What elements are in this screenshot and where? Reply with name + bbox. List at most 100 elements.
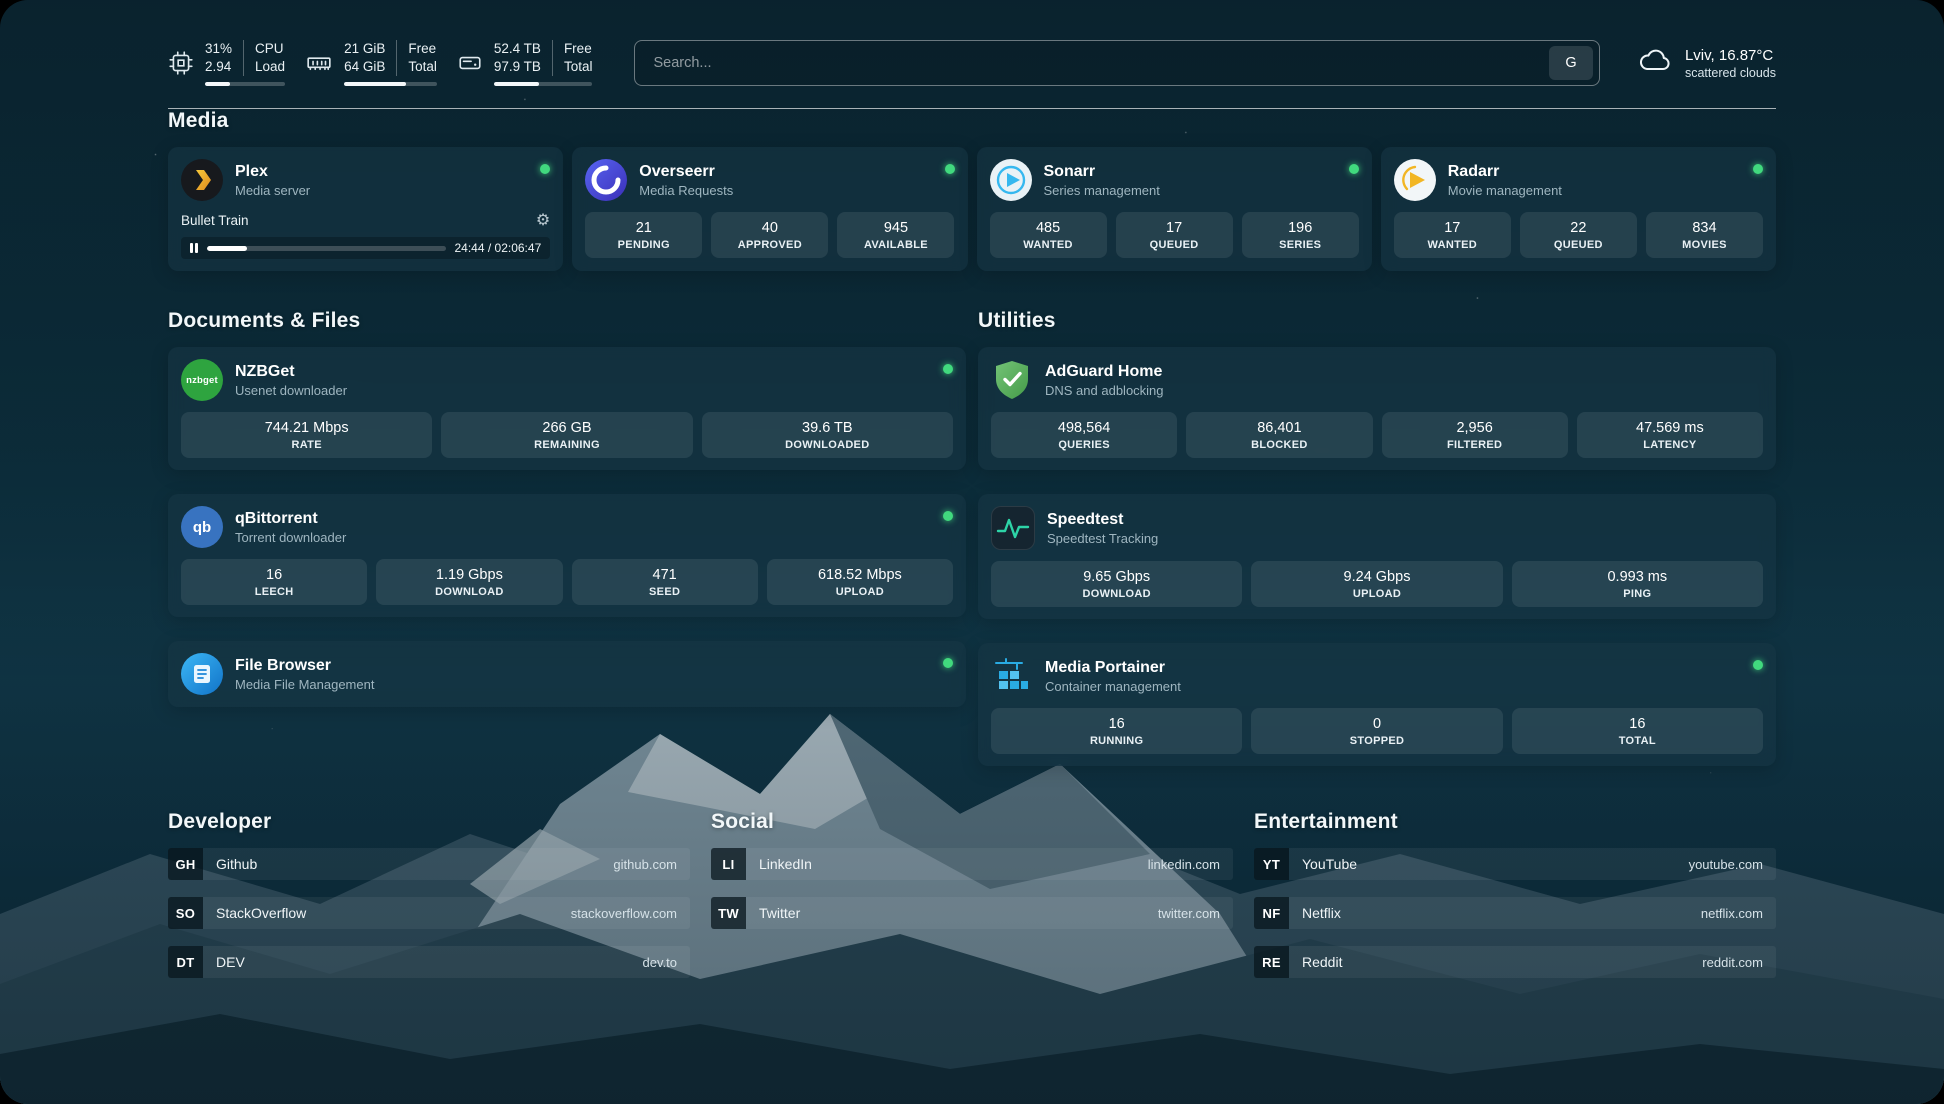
app-title: Speedtest [1047, 510, 1124, 528]
cpu-load-value: 2.94 [205, 59, 232, 74]
linkedin-icon: LI [711, 848, 746, 880]
storage-usage-bar [493, 81, 593, 86]
sonarr-icon [989, 159, 1032, 201]
memory-total-value: 64 GiB [344, 59, 386, 74]
status-online-dot [1753, 164, 1763, 174]
storage-metric: 52.4 TB 97.9 TB Free Total [457, 40, 593, 86]
link-linkedin[interactable]: LI LinkedIn linkedin.com [711, 848, 1233, 880]
gear-icon[interactable]: ⚙ [535, 212, 551, 229]
stat-box: 16 LEECH [181, 559, 368, 605]
section-title-documents: Documents & Files [168, 309, 361, 332]
app-subtitle: Container management [1045, 679, 1181, 695]
app-card-adguard[interactable]: AdGuard Home DNS and adblocking 498,564 … [978, 347, 1776, 470]
memory-usage-bar [344, 81, 437, 86]
status-online-dot [1348, 164, 1359, 174]
link-youtube[interactable]: YT YouTube youtube.com [1254, 848, 1776, 880]
memory-metric: 21 GiB 64 GiB Free Total [305, 40, 437, 86]
stat-box: 21 PENDING [585, 212, 703, 258]
stat-box: 945 AVAILABLE [837, 212, 955, 258]
memory-free-label: Free [408, 41, 437, 57]
memory-total-label: Total [408, 59, 437, 74]
cpu-percent: 31% [205, 41, 233, 57]
link-dev[interactable]: DT DEV dev.to [168, 946, 690, 978]
app-card-plex[interactable]: Plex Media server Bullet Train ⚙ [168, 147, 564, 271]
search-input[interactable] [651, 54, 1549, 72]
status-online-dot [944, 164, 955, 174]
app-subtitle: Media Requests [639, 183, 734, 199]
radarr-icon [1393, 159, 1436, 201]
cloud-icon [1638, 48, 1672, 79]
app-card-qbittorrent[interactable]: qb qBittorrent Torrent downloader 16 [168, 494, 966, 617]
stat-box: 9.24 Gbps UPLOAD [1251, 561, 1503, 607]
status-online-dot [540, 164, 551, 174]
cpu-metric: 31% 2.94 CPU Load [168, 40, 286, 86]
app-title: Overseerr [639, 162, 715, 180]
search-bar: G [634, 40, 1600, 86]
weather-condition: scattered clouds [1684, 65, 1776, 80]
stat-box: 196 SERIES [1241, 212, 1359, 258]
utilities-column: Utilities [978, 309, 1776, 766]
stat-box: 16 RUNNING [991, 708, 1243, 754]
link-github[interactable]: GH Github github.com [168, 848, 690, 880]
app-card-sonarr[interactable]: Sonarr Series management 485 WANTED 17 Q… [976, 147, 1372, 271]
metric-divider [243, 40, 245, 76]
app-title: File Browser [235, 656, 332, 674]
app-subtitle: Media server [235, 183, 311, 199]
stat-box: 266 GB REMAINING [441, 412, 693, 458]
stat-box: 39.6 TB DOWNLOADED [701, 412, 953, 458]
app-card-nzbget[interactable]: nzbget NZBGet Usenet downloader 744.21 M… [168, 347, 966, 470]
app-title: Radarr [1447, 162, 1500, 180]
app-title: qBittorrent [235, 509, 318, 527]
now-playing-title: Bullet Train [181, 212, 249, 228]
stat-box: 9.65 Gbps DOWNLOAD [991, 561, 1243, 607]
playback-progress-track[interactable] [206, 245, 446, 251]
overseerr-icon [585, 159, 628, 201]
twitter-icon: TW [711, 897, 746, 929]
link-netflix[interactable]: NF Netflix netflix.com [1254, 897, 1776, 929]
app-subtitle: DNS and adblocking [1045, 383, 1164, 399]
app-subtitle: Torrent downloader [235, 530, 347, 546]
stat-box: 834 MOVIES [1645, 212, 1763, 258]
cpu-icon [168, 50, 194, 76]
stat-box: 471 SEED [571, 559, 758, 605]
app-subtitle: Movie management [1447, 183, 1562, 199]
app-card-speedtest[interactable]: Speedtest Speedtest Tracking 9.65 Gbps D… [978, 494, 1776, 619]
app-card-filebrowser[interactable]: File Browser Media File Management [168, 641, 966, 707]
filebrowser-icon [181, 653, 223, 695]
header-divider [168, 108, 1776, 109]
app-subtitle: Usenet downloader [235, 383, 348, 399]
status-online-dot [943, 364, 953, 374]
reddit-icon: RE [1254, 946, 1289, 978]
stat-box: 86,401 BLOCKED [1186, 412, 1373, 458]
link-reddit[interactable]: RE Reddit reddit.com [1254, 946, 1776, 978]
stat-box: 0 STOPPED [1251, 708, 1503, 754]
weather-widget[interactable]: Lviv, 16.87°C scattered clouds [1638, 47, 1776, 80]
memory-icon [305, 50, 333, 76]
app-title: Sonarr [1043, 162, 1096, 180]
top-bar: 31% 2.94 CPU Load [168, 0, 1776, 86]
qbittorrent-icon: qb [181, 506, 223, 548]
storage-free-value: 52.4 TB [493, 41, 541, 57]
app-card-overseerr[interactable]: Overseerr Media Requests 21 PENDING 40 A… [572, 147, 968, 271]
pause-icon[interactable] [190, 243, 198, 253]
link-twitter[interactable]: TW Twitter twitter.com [711, 897, 1233, 929]
stat-box: 485 WANTED [989, 212, 1107, 258]
documents-column: Documents & Files nzbget NZBGet Usenet d… [168, 309, 966, 707]
section-title-social: Social [711, 810, 775, 833]
stat-box: 1.19 Gbps DOWNLOAD [376, 559, 563, 605]
stackoverflow-icon: SO [168, 897, 203, 929]
stat-box: 498,564 QUERIES [991, 412, 1178, 458]
search-engine-button[interactable]: G [1548, 46, 1593, 80]
metric-divider [551, 40, 553, 76]
developer-links-column: Developer GH Github github.com SO StackO… [168, 810, 690, 995]
section-title-utilities: Utilities [978, 309, 1056, 332]
stat-box: 47.569 ms LATENCY [1576, 412, 1763, 458]
dev-icon: DT [168, 946, 203, 978]
status-online-dot [943, 658, 953, 668]
netflix-icon: NF [1254, 897, 1289, 929]
stat-box: 17 WANTED [1393, 212, 1511, 258]
app-card-portainer[interactable]: Media Portainer Container management 16 … [978, 643, 1776, 766]
app-card-radarr[interactable]: Radarr Movie management 17 WANTED 22 QUE… [1380, 147, 1776, 271]
link-stackoverflow[interactable]: SO StackOverflow stackoverflow.com [168, 897, 690, 929]
status-online-dot [943, 511, 953, 521]
